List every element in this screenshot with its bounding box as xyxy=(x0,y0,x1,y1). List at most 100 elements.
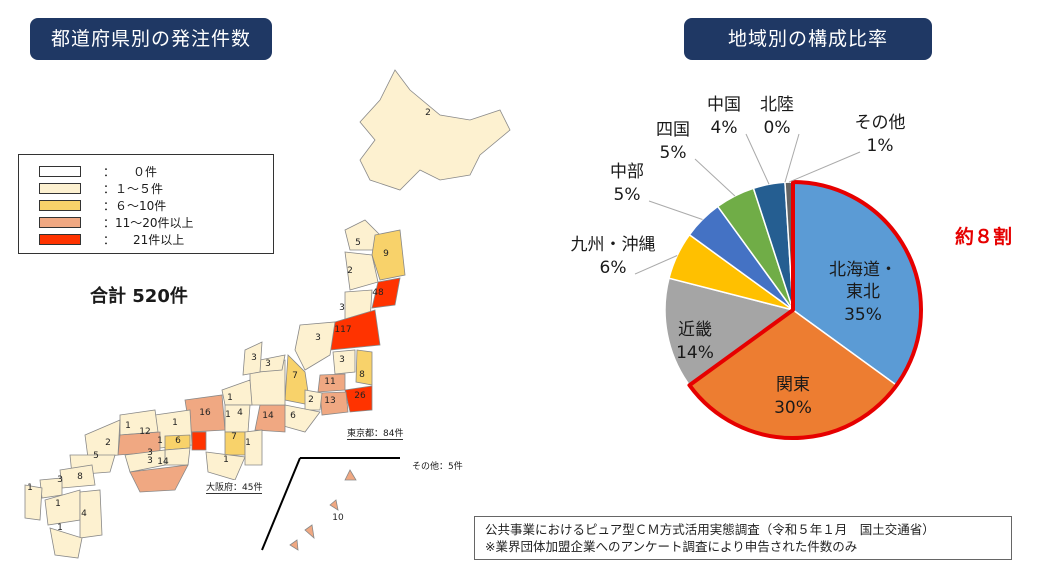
map-label-gifu: 4 xyxy=(237,408,243,418)
pie-leader-line xyxy=(745,133,770,185)
pie-highlight-outline xyxy=(687,180,923,440)
pie-label: 中部 5% xyxy=(610,162,644,205)
map-label-shizuoka: 6 xyxy=(290,411,296,421)
pie-value-label: 5% xyxy=(614,185,641,205)
map-region-miyagi xyxy=(371,277,401,309)
map-label-chiba: 26 xyxy=(354,391,366,401)
map-label-kyoto: 16 xyxy=(199,408,211,418)
map-label-hokkaido: 2 xyxy=(425,108,431,118)
pie-label: 九州・沖縄 6% xyxy=(571,235,656,278)
map-region-nagasaki xyxy=(24,484,43,521)
map-region-toyama xyxy=(257,354,286,373)
map-title: 都道府県別の発注件数 xyxy=(30,18,272,60)
map-region-chiba xyxy=(344,385,373,413)
osaka-callout: 大阪府：45件 xyxy=(206,480,263,494)
map-label-akita: 2 xyxy=(347,266,353,276)
map-label-gunma: 11 xyxy=(324,377,335,387)
map-label-nagano: 7 xyxy=(292,371,298,381)
map-region-ishikawa xyxy=(242,341,263,376)
map-label-okinawa: 10 xyxy=(332,513,344,523)
map-label-yamaguchi: 5 xyxy=(93,451,99,461)
map-label-kumamoto: 1 xyxy=(55,499,61,509)
map-label-shiga: 1 xyxy=(225,410,231,420)
map-region-kagoshima xyxy=(49,527,83,559)
map-label-kagawa: 6 xyxy=(175,436,181,446)
map-label-wakayama: 1 xyxy=(223,455,229,465)
pie-value-label: 14% xyxy=(676,343,714,363)
legend-swatch xyxy=(39,234,81,245)
pie-value-label: 6% xyxy=(600,258,627,278)
legend-label: ：１～５件 xyxy=(103,182,164,196)
okinawa-inset-frame xyxy=(261,457,400,551)
legend-item: ：11～20件以上 xyxy=(39,214,273,231)
legend-swatch xyxy=(39,217,81,228)
map-region-yamanashi xyxy=(304,389,323,411)
source-note: 公共事業におけるピュア型ＣＭ方式活用実態調査（令和５年１月 国土交通省） ※業界… xyxy=(474,516,1012,560)
pie-leader-line xyxy=(694,158,736,197)
legend-label: ： ０件 xyxy=(103,165,158,179)
pie-label: 北海道・東北 35% xyxy=(829,260,897,325)
legend-item: ：１～５件 xyxy=(39,180,273,197)
map-label-okayama: 1 xyxy=(172,418,178,428)
map-label-tokushima: 3 xyxy=(147,448,153,458)
map-legend: ： ０件 ：１～５件 ：６～10件 ：11～20件以上 ： 21件以上 xyxy=(18,154,274,254)
map-label-tottori: 1 xyxy=(125,421,131,431)
map-label-nara: 7 xyxy=(231,432,237,442)
pie-label: 近畿 14% xyxy=(676,320,714,363)
legend-item: ：６～10件 xyxy=(39,197,273,214)
pie-value-label: 4% xyxy=(711,118,738,138)
legend-label: ：11～20件以上 xyxy=(103,216,194,230)
map-label-kochi: 14 xyxy=(157,457,169,467)
legend-label: ： 21件以上 xyxy=(103,233,185,247)
map-region-okinawa xyxy=(289,469,357,551)
map-label-toyama: 3 xyxy=(265,359,271,369)
map-label-iwate: 9 xyxy=(383,249,389,259)
pie-label: 中国 4% xyxy=(707,95,741,138)
map-label-nagasaki: 1 xyxy=(27,483,33,493)
pie-highlight-label: 約８割 xyxy=(955,225,1012,248)
map-label-miyagi: 48 xyxy=(372,288,384,298)
map-region-ehime xyxy=(124,449,166,473)
legend-swatch xyxy=(39,166,81,177)
total-count: 合計 520件 xyxy=(90,286,188,307)
pie-leader-line xyxy=(648,200,703,220)
legend-item: ： 21件以上 xyxy=(39,231,273,248)
pie-leader-line xyxy=(634,255,678,275)
map-region-osaka xyxy=(191,431,207,451)
map-label-hyogo: 1 xyxy=(157,436,163,446)
pie-leader-line xyxy=(784,133,800,183)
map-label-kanagawa: 13 xyxy=(324,396,335,406)
legend-swatch xyxy=(39,200,81,211)
legend-item: ： ０件 xyxy=(39,163,273,180)
map-region-tokushima xyxy=(164,447,191,466)
map-region-iwate xyxy=(371,229,406,281)
map-label-miyazaki: 4 xyxy=(81,509,87,519)
map-region-kochi xyxy=(129,464,189,493)
map-label-tochigi: 3 xyxy=(339,355,345,365)
map-label-fukui: 1 xyxy=(227,393,233,403)
source-line-1: 公共事業におけるピュア型ＣＭ方式活用実態調査（令和５年１月 国土交通省） xyxy=(485,522,935,537)
map-region-hokkaido xyxy=(359,69,511,191)
map-label-shimane: 2 xyxy=(105,438,111,448)
legend-swatch xyxy=(39,183,81,194)
map-label-aomori: 5 xyxy=(355,238,361,248)
map-label-kagoshima: 1 xyxy=(57,523,63,533)
map-region-fukui xyxy=(221,379,253,406)
pie-value-label: 30% xyxy=(774,398,812,418)
map-label-ehime: 3 xyxy=(147,456,153,466)
pie-slice xyxy=(664,277,795,387)
map-label-fukuoka: 8 xyxy=(77,472,83,482)
pie-value-label: 5% xyxy=(660,143,687,163)
map-region-shimane xyxy=(84,419,121,459)
map-label-hiroshima: 12 xyxy=(139,427,150,437)
map-region-ibaraki xyxy=(355,349,373,386)
map-label-saga: 3 xyxy=(57,475,63,485)
pie-value-label: 35% xyxy=(844,305,882,325)
map-label-ibaraki: 8 xyxy=(359,370,365,380)
map-region-mie xyxy=(244,429,263,466)
pie-value-label: 1% xyxy=(867,136,894,156)
pie-label: その他 1% xyxy=(855,113,906,156)
tokyo-callout: 東京都：84件 xyxy=(347,426,404,440)
